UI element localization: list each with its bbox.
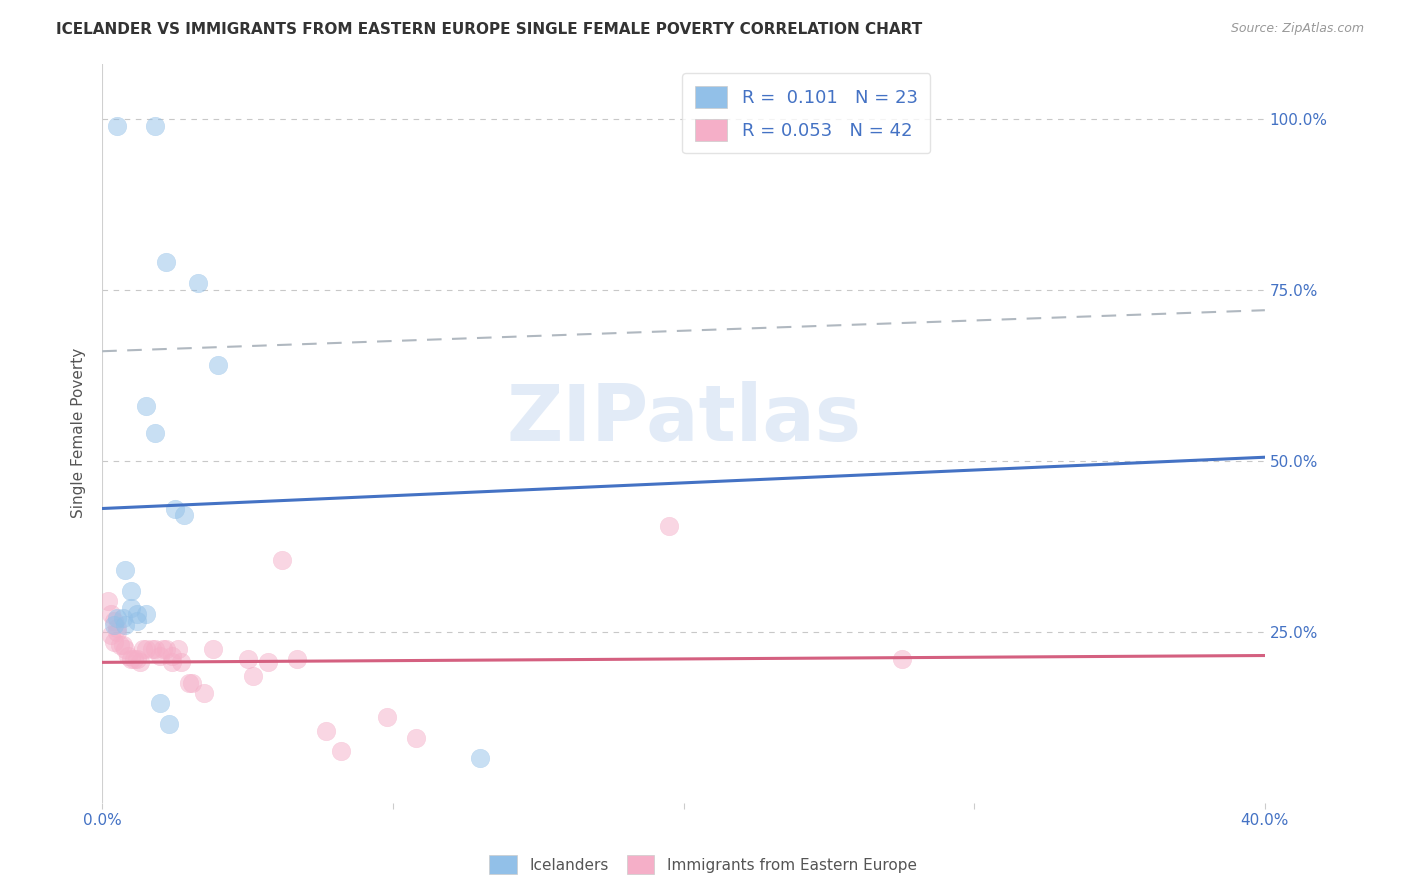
Point — [114, 563, 136, 577]
Point — [103, 615, 125, 629]
Point — [193, 686, 215, 700]
Point — [103, 617, 125, 632]
Text: ZIPatlas: ZIPatlas — [506, 381, 860, 457]
Point — [329, 744, 352, 758]
Y-axis label: Single Female Poverty: Single Female Poverty — [72, 348, 86, 518]
Point — [173, 508, 195, 523]
Point — [236, 652, 259, 666]
Point — [127, 652, 149, 666]
Point — [135, 399, 157, 413]
Point — [103, 635, 125, 649]
Point — [149, 697, 172, 711]
Point — [111, 638, 134, 652]
Point — [100, 607, 122, 622]
Point — [181, 676, 204, 690]
Point — [105, 119, 128, 133]
Point — [163, 501, 186, 516]
Point — [285, 652, 308, 666]
Text: Source: ZipAtlas.com: Source: ZipAtlas.com — [1230, 22, 1364, 36]
Point — [315, 723, 337, 738]
Point — [271, 553, 294, 567]
Point — [141, 641, 163, 656]
Point — [157, 717, 180, 731]
Point — [160, 648, 183, 663]
Point — [108, 638, 131, 652]
Point — [127, 615, 149, 629]
Point — [468, 751, 491, 765]
Point — [149, 648, 172, 663]
Point — [114, 617, 136, 632]
Point — [129, 656, 152, 670]
Point — [166, 641, 188, 656]
Point — [135, 641, 157, 656]
Legend: R =  0.101   N = 23, R = 0.053   N = 42: R = 0.101 N = 23, R = 0.053 N = 42 — [682, 73, 931, 153]
Point — [117, 648, 139, 663]
Text: ICELANDER VS IMMIGRANTS FROM EASTERN EUROPE SINGLE FEMALE POVERTY CORRELATION CH: ICELANDER VS IMMIGRANTS FROM EASTERN EUR… — [56, 22, 922, 37]
Point — [120, 583, 142, 598]
Point — [405, 731, 427, 745]
Point — [201, 641, 224, 656]
Point — [170, 656, 193, 670]
Point — [114, 641, 136, 656]
Point — [105, 624, 128, 639]
Point — [257, 656, 280, 670]
Point — [658, 518, 681, 533]
Point — [155, 255, 177, 269]
Point — [105, 611, 128, 625]
Point — [97, 594, 120, 608]
Point — [135, 607, 157, 622]
Point — [122, 652, 145, 666]
Point — [242, 669, 264, 683]
Point — [155, 641, 177, 656]
Point — [111, 611, 134, 625]
Legend: Icelanders, Immigrants from Eastern Europe: Icelanders, Immigrants from Eastern Euro… — [484, 849, 922, 880]
Point — [100, 628, 122, 642]
Point — [143, 426, 166, 441]
Point — [207, 358, 229, 372]
Point — [890, 652, 912, 666]
Point — [375, 710, 398, 724]
Point — [143, 641, 166, 656]
Point — [120, 652, 142, 666]
Point — [160, 656, 183, 670]
Point — [179, 676, 201, 690]
Point — [143, 119, 166, 133]
Point — [152, 641, 174, 656]
Point — [132, 641, 155, 656]
Point — [120, 600, 142, 615]
Point — [187, 276, 209, 290]
Point — [105, 621, 128, 635]
Point — [127, 607, 149, 622]
